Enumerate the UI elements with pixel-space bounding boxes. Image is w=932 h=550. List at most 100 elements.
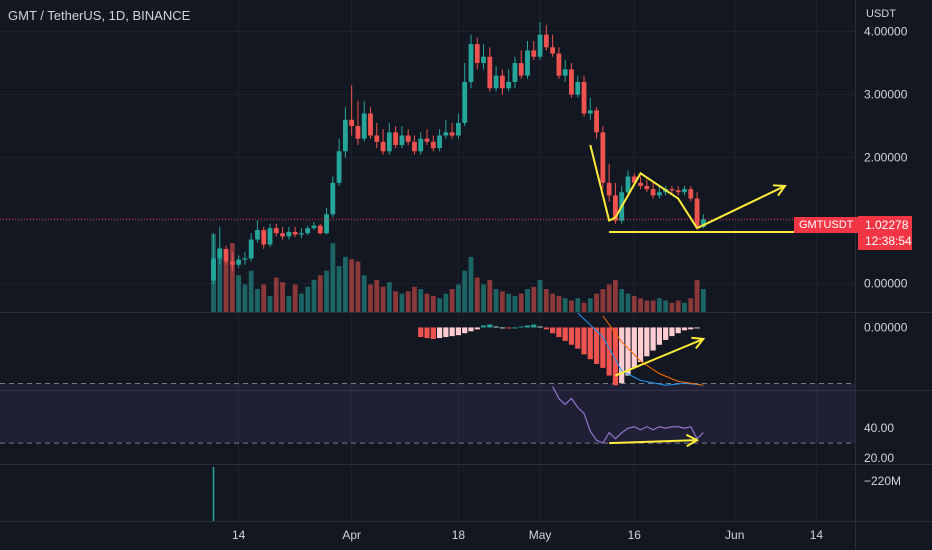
macd-hist-bar-23 [562,327,568,341]
chart-title[interactable]: GMT / TetherUS, 1D, BINANCE [8,8,191,23]
macd-hist-bar-19 [537,326,543,328]
volume-bar-75 [682,302,687,312]
macd-hist-bar-17 [524,325,531,328]
volume-bar-52 [537,279,543,312]
price-tick-4: 4.00000 [864,25,908,39]
macd-tick-0: 0.00000 [864,320,908,334]
time-tick-6: 14 [810,528,824,542]
macd-hist-bar-26 [581,327,587,355]
candle-body-76 [688,189,694,199]
macd-hist-bar-20 [543,327,549,330]
macd-hist-bar-13 [499,327,505,329]
candle-body-56 [562,69,568,76]
macd-hist-bar-3 [436,327,443,339]
volume-bar-73 [669,302,675,312]
volume-bar-15 [305,286,311,312]
last-price-box: 1.02278 12:38:54 [858,216,912,250]
rsi-arrow-head [685,433,700,448]
macd-hist-bar-11 [487,324,493,328]
volume-bar-5 [242,284,248,312]
volume-bar-11 [280,282,285,312]
candle-body-71 [656,192,662,196]
volume-bar-40 [462,270,468,312]
price-tick-2: 2.00000 [864,151,908,165]
volume-bar-24 [361,275,367,312]
candle-body-40 [462,81,468,123]
candle-body-68 [638,182,643,186]
volume-bar-53 [543,289,549,312]
volume-bar-47 [506,293,512,312]
volume-bar-64 [613,279,618,312]
volume-bar-16 [311,279,317,312]
macd-hist-bar-27 [587,327,593,360]
price-tick-0: 0.00000 [864,277,908,291]
candle-body-12 [286,231,292,237]
candle-body-69 [644,185,650,190]
time-tick-0: 14 [232,528,246,542]
time-tick-5: Jun [725,528,744,542]
last-price: 1.02278 [865,218,909,232]
candle-body-37 [443,132,449,136]
macd-signal-line [602,315,704,386]
rsi-band [0,383,855,444]
candle-body-48 [512,63,518,82]
volume-bar-49 [518,293,524,312]
macd-hist-bar-6 [455,327,462,336]
volume-bar-33 [418,289,424,312]
volume-bar-56 [562,298,568,312]
time-tick-2: 18 [452,528,466,542]
volume-bar-65 [619,289,625,312]
price-tick-3: 3.00000 [864,88,908,102]
candle-body-28 [386,132,392,152]
candle-body-77 [694,198,700,227]
volume-bar-36 [437,298,442,312]
volume-bar-76 [688,298,694,312]
candle-body-22 [349,119,355,127]
volume-bar-13 [292,284,298,312]
macd-hist-bar-38 [656,327,662,345]
candle-body-63 [606,182,612,196]
macd-hist-bar-5 [449,327,455,337]
rsi-arrow-line [609,439,698,445]
candle-body-67 [631,176,637,183]
volume-bar-70 [650,300,656,312]
triangle-pattern [589,144,698,229]
volume-bar-29 [393,291,399,312]
volume-bar-72 [663,300,669,312]
volume-bar-57 [569,300,574,312]
macd-hist-bar-14 [506,327,512,329]
candle-body-75 [682,189,687,193]
volume-bar-63 [606,284,612,312]
volume-bar-44 [487,279,493,312]
candle-body-35 [430,141,436,149]
volume-bar-62 [600,289,606,312]
rsi-line [552,386,704,444]
macd-hist-bar-31 [612,327,619,386]
volume-bar-42 [474,277,480,312]
volume-bar-21 [342,256,348,312]
candle-body-13 [292,231,298,235]
price-axis[interactable]: 0.000001.000002.000003.000004.000000.000… [864,25,908,488]
volume-bar-34 [424,293,430,312]
candle-body-10 [273,228,279,234]
candle-body-25 [368,113,373,136]
volume-bar-50 [525,289,530,312]
candle-body-17 [317,225,323,234]
volume-bar-27 [380,286,386,312]
volume-bar-41 [468,256,474,312]
macd-hist-bar-30 [606,327,612,376]
volume-bar-38 [449,289,455,312]
candle-body-14 [299,233,304,235]
candle-body-18 [324,214,329,234]
volume-bar-60 [587,298,593,312]
candle-body-73 [669,189,675,191]
volume-bar-66 [625,293,631,312]
candle-body-47 [506,81,512,89]
macd-hist-bar-37 [650,327,656,351]
macd-hist-bar-22 [556,327,562,338]
candle-body-70 [650,189,656,196]
candle-body-20 [336,151,342,183]
volume-bar-22 [349,259,355,312]
time-axis[interactable]: 14 Apr 18 May 16 Jun 14 [232,528,823,542]
